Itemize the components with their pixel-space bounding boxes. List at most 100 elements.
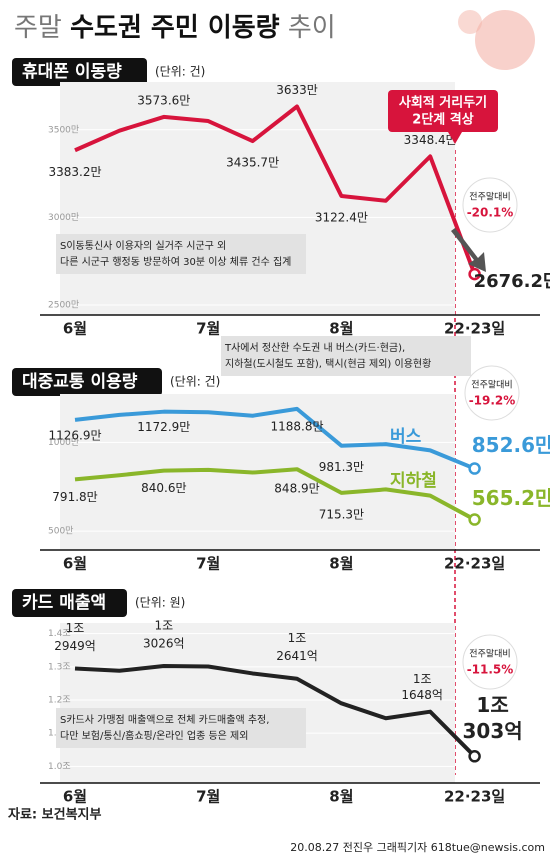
note-box: [56, 234, 306, 274]
chart-title: 휴대폰 이동량: [22, 61, 122, 82]
value-label: 1조: [154, 618, 173, 632]
x-tick-label: 7월: [196, 320, 220, 338]
x-tick-label: 6월: [63, 555, 87, 573]
callout-pointer: [448, 132, 462, 144]
value-label: 848.9만: [274, 482, 319, 496]
y-tick-label: 1.0조: [48, 762, 71, 772]
chart-header-bg: [12, 58, 147, 86]
value-label: 1조: [413, 672, 432, 686]
y-tick-label: 3500만: [48, 124, 79, 135]
last-point: [468, 513, 481, 526]
change-badge: [464, 365, 520, 421]
value-label: 791.8만: [52, 490, 97, 504]
y-tick-label: 1.4조: [48, 629, 71, 639]
note-box: [221, 336, 471, 376]
chart-title: 카드 매출액: [22, 593, 106, 613]
note-text: S카드사 가맹점 매출액으로 전체 카드매출액 추정,: [60, 714, 269, 726]
value-label: 3383.2만: [48, 165, 101, 179]
note: S이동통신사 이용자의 실거주 시군구 외다른 시군구 행정동 방문하여 30분…: [56, 234, 306, 274]
note-text: 지하철(도시철도 포함), 택시(현금 제외) 이용현황: [225, 357, 431, 370]
value-label: 1조: [66, 621, 85, 635]
change-value: -11.5%: [467, 663, 514, 677]
y-tick-label: 1.2조: [48, 696, 71, 706]
chart-unit: (단위: 원): [135, 596, 185, 610]
x-tick-label: 7월: [196, 788, 220, 806]
series-label: 지하철: [390, 471, 437, 491]
chart-header-bg: [12, 368, 162, 396]
change-label: 전주말대비: [471, 379, 512, 391]
note-text: S이동통신사 이용자의 실거주 시군구 외: [60, 240, 226, 252]
value-label: 3435.7만: [226, 156, 279, 170]
plot-background: [60, 623, 455, 783]
change-badge: [462, 634, 518, 690]
value-label: 3026억: [143, 636, 185, 650]
main-title: 주말 수도권 주민 이동량 추이: [14, 13, 336, 43]
y-tick-label: 3000만: [48, 212, 79, 223]
chart-header-bg: [12, 589, 127, 617]
note-text: 다른 시군구 행정동 방문하여 30분 이상 체류 건수 집계: [60, 255, 291, 268]
note-text: T사에서 정산한 수도권 내 버스(카드·현금),: [224, 342, 405, 354]
x-tick-label: 7월: [196, 555, 220, 573]
x-tick-label: 22·23일: [444, 555, 505, 573]
value-label: 565.2만: [472, 486, 550, 510]
change-label: 전주말대비: [469, 648, 510, 660]
value-label: 2676.2만: [474, 271, 550, 292]
callout-box: [388, 90, 498, 132]
x-tick-label: 6월: [63, 320, 87, 338]
value-label: 303억: [463, 719, 523, 743]
value-label: 1648억: [401, 688, 443, 702]
callout-text: 2단계 격상: [412, 112, 473, 128]
change-label: 전주말대비: [469, 191, 510, 203]
y-tick-label: 2500만: [48, 300, 79, 311]
data-line: [74, 104, 477, 275]
x-tick-label: 8월: [329, 555, 353, 573]
y-tick-label: 500만: [48, 526, 73, 537]
last-point: [468, 267, 481, 281]
note: S카드사 가맹점 매출액으로 전체 카드매출액 추정, 다만 보험/통신/홈쇼핑/…: [56, 708, 306, 748]
value-label: 1조: [288, 631, 307, 645]
x-tick-label: 8월: [329, 788, 353, 806]
value-label: 3122.4만: [315, 210, 368, 224]
value-label: 2641억: [276, 649, 318, 663]
value-label: 981.3만: [319, 460, 364, 474]
last-point: [468, 462, 481, 475]
virus-decoration: [475, 10, 535, 70]
x-tick-label: 22·23일: [444, 320, 505, 338]
value-label: 1126.9만: [48, 428, 101, 442]
x-tick-label: 8월: [329, 320, 353, 338]
source: 자료: 보건복지부: [8, 807, 101, 823]
virus-decoration: [458, 10, 482, 34]
y-tick-label: 1000만: [48, 437, 79, 448]
value-label: 715.3만: [319, 507, 364, 521]
value-label: 1조: [476, 693, 508, 717]
credit: 20.08.27 전진우 그래픽기자 618tue@newsis.com: [290, 841, 545, 854]
x-tick-label: 22·23일: [444, 788, 505, 806]
value-label: 3348.4만: [404, 133, 457, 147]
value-label: 3573.6만: [137, 93, 190, 107]
value-label: 3633만: [276, 83, 318, 97]
note: T사에서 정산한 수도권 내 버스(카드·현금), 지하철(도시철도 포함), 택…: [221, 336, 471, 376]
note-text: 다만 보험/통신/홈쇼핑/온라인 업종 등은 제외: [60, 729, 248, 742]
chart-title: 대중교통 이용량: [22, 372, 138, 392]
change-badge: [462, 177, 518, 233]
data-line: [74, 467, 476, 522]
callout-text: 사회적 거리두기: [399, 95, 487, 111]
value-label: 852.6만: [472, 433, 550, 457]
data-line: [74, 406, 476, 471]
x-tick-label: 6월: [63, 788, 87, 806]
series-label: 버스: [390, 427, 422, 447]
y-tick-label: 1.3조: [48, 662, 71, 672]
note-box: [56, 708, 306, 748]
chart-unit: (단위: 건): [170, 375, 220, 389]
value-label: 2949억: [54, 639, 96, 653]
change-value: -20.1%: [467, 206, 514, 220]
chart-unit: (단위: 건): [155, 65, 205, 79]
value-label: 840.6만: [141, 481, 186, 495]
value-label: 1188.8만: [270, 419, 323, 433]
last-point: [468, 750, 481, 763]
data-line: [74, 663, 477, 758]
change-value: -19.2%: [469, 394, 516, 408]
trend-arrow: [451, 228, 486, 272]
value-label: 1172.9만: [137, 420, 190, 434]
